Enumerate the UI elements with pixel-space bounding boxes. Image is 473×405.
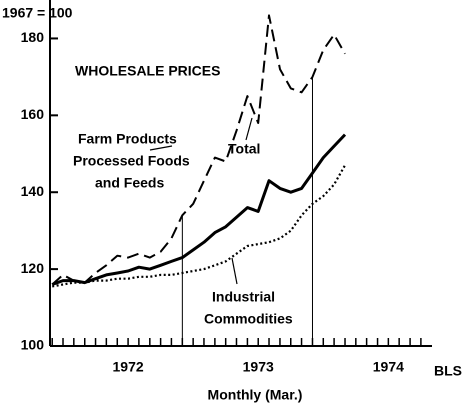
x-tick-label: 1973 — [243, 359, 274, 375]
series-line — [51, 14, 346, 286]
chart-subtitle: 1967 = 100 — [2, 5, 73, 21]
series-label: Commodities — [204, 311, 293, 327]
series-label: Industrial — [212, 289, 275, 305]
y-tick-label: 180 — [21, 29, 45, 45]
y-tick-label: 140 — [21, 183, 45, 199]
x-tick-label: 1974 — [373, 359, 404, 375]
y-tick-label: 160 — [21, 106, 45, 122]
pointer — [231, 257, 238, 285]
series-label: Total — [228, 141, 260, 157]
pointer — [149, 145, 173, 151]
x-axis-label: Monthly (Mar.) — [208, 387, 303, 403]
source: BLS — [434, 363, 462, 379]
series-line — [51, 133, 347, 286]
series-label: Farm Products — [78, 131, 177, 147]
pointer — [245, 117, 253, 141]
series-label: and Feeds — [95, 175, 164, 191]
y-tick-label: 100 — [21, 337, 45, 353]
chart-title: WHOLESALE PRICES — [75, 63, 220, 79]
x-tick-label: 1972 — [113, 359, 144, 375]
y-tick-label: 120 — [21, 260, 45, 276]
series-label: Processed Foods — [73, 153, 190, 169]
